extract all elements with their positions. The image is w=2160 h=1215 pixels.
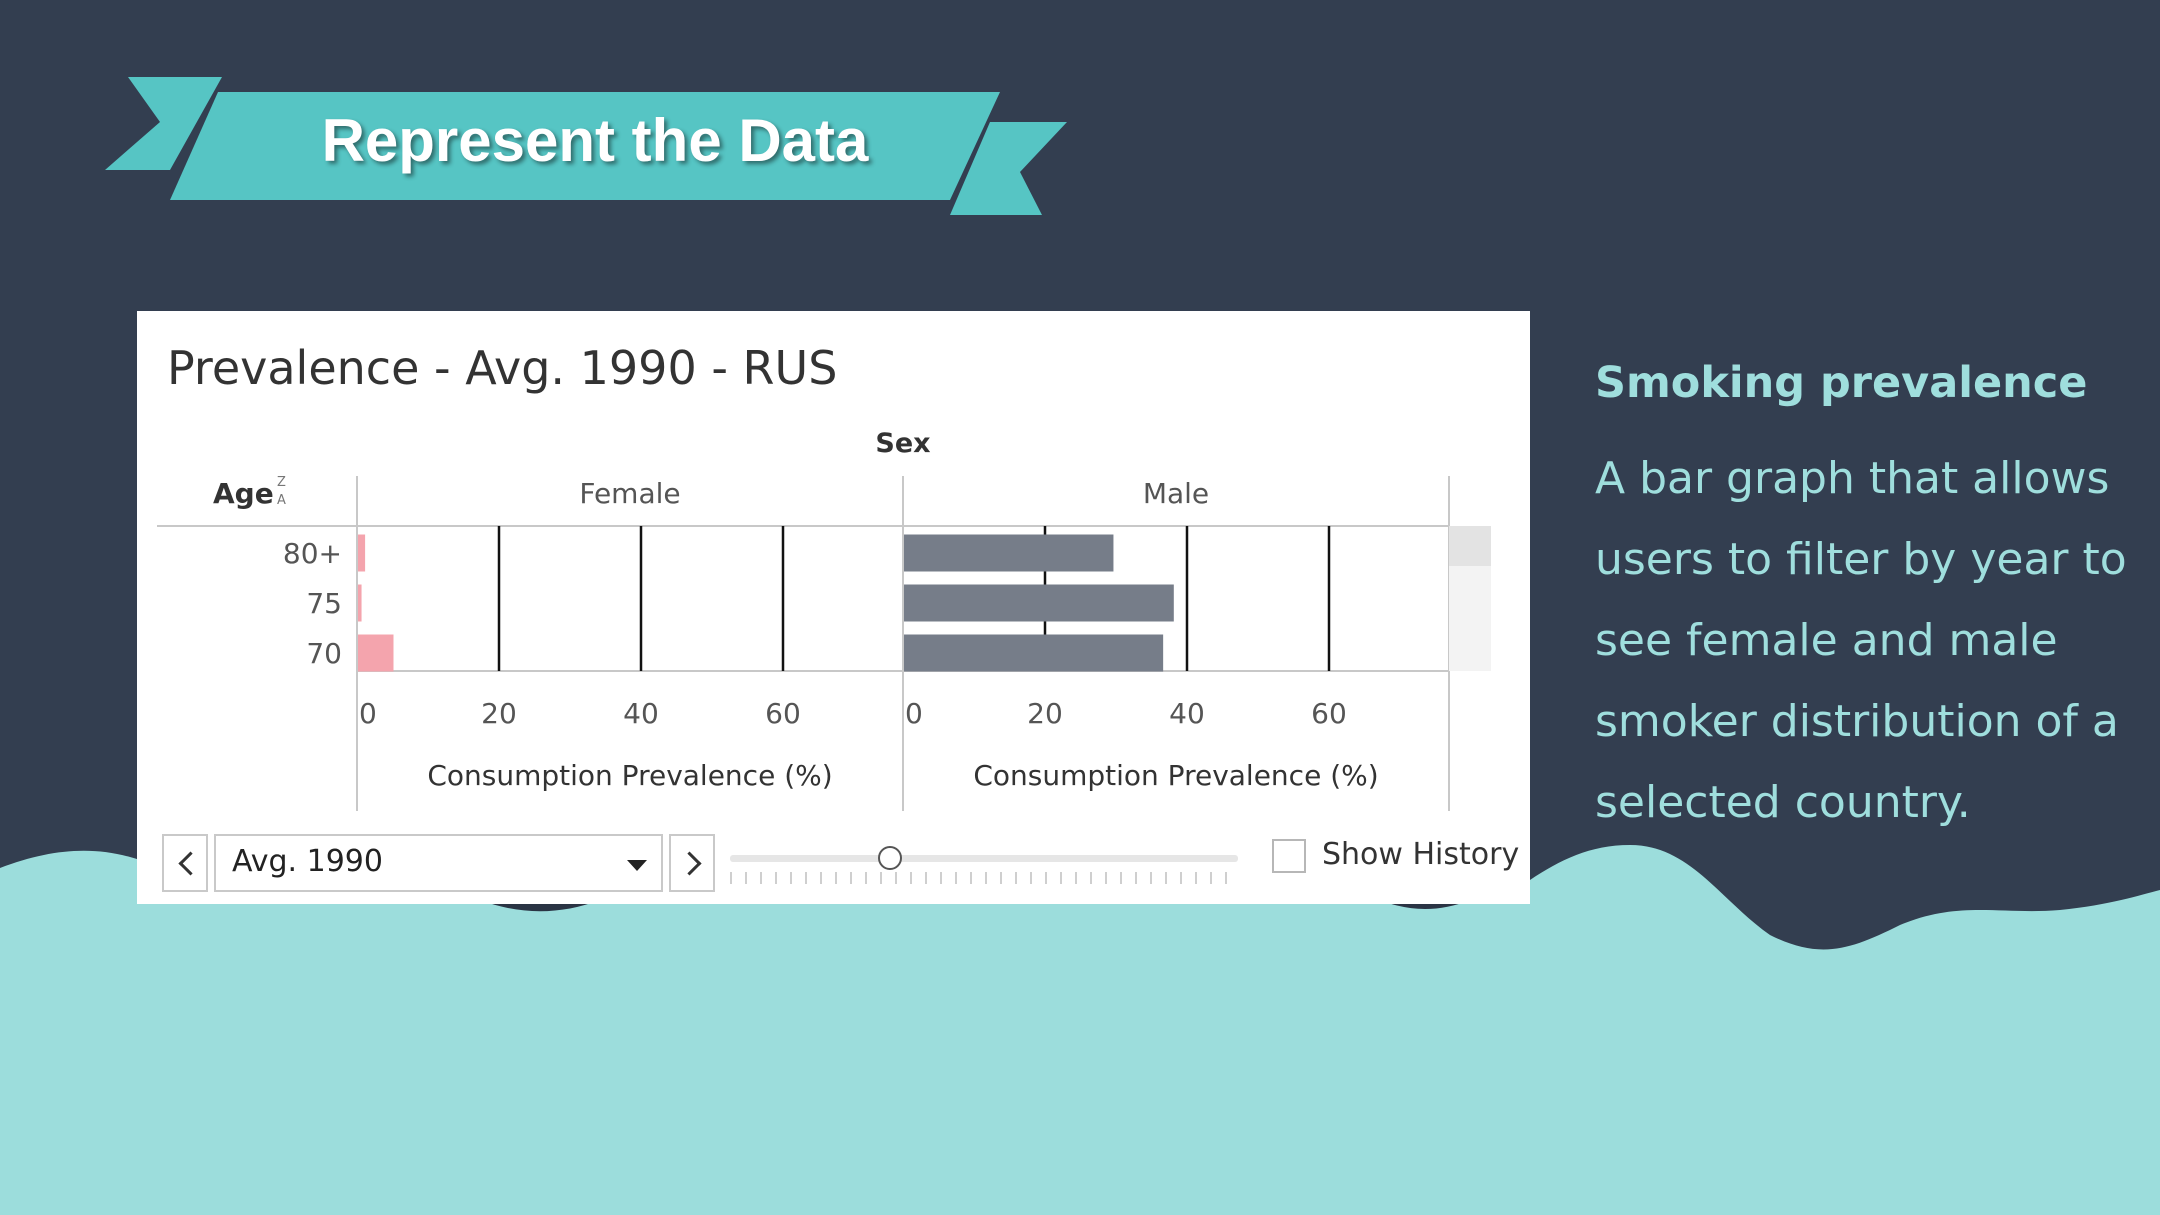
axis-title: Consumption Prevalence (%) bbox=[427, 759, 832, 792]
bar-male bbox=[904, 584, 1174, 622]
column-header: Sex bbox=[875, 428, 930, 459]
bar-male bbox=[904, 634, 1164, 672]
scrollbar-track bbox=[1449, 566, 1491, 671]
bar-female bbox=[358, 634, 394, 672]
tick-label: 60 bbox=[765, 697, 801, 730]
side-description: A bar graph that allows users to filter … bbox=[1595, 453, 2127, 828]
tick-label: 20 bbox=[1027, 697, 1063, 730]
category-label: 80+ bbox=[283, 537, 342, 570]
tick-label: 40 bbox=[1169, 697, 1205, 730]
year-slider-thumb[interactable] bbox=[878, 846, 902, 870]
tick-label: 0 bbox=[905, 697, 923, 730]
chevron-left-icon bbox=[178, 851, 203, 876]
bar-female bbox=[358, 584, 362, 622]
sort-icon-a: A bbox=[277, 493, 286, 508]
caret-down-icon bbox=[627, 860, 647, 871]
scrollbar-thumb bbox=[1449, 526, 1491, 566]
chart-panel: Prevalence - Avg. 1990 - RUS Sex Age Z A 80+… bbox=[137, 311, 1530, 904]
tick-label: 60 bbox=[1311, 697, 1347, 730]
banner-ribbon bbox=[105, 77, 1067, 215]
year-select[interactable]: Avg. 1990 bbox=[214, 834, 663, 892]
tick-label: 20 bbox=[481, 697, 517, 730]
next-button[interactable] bbox=[669, 834, 715, 892]
chart-title: Prevalence - Avg. 1990 - RUS bbox=[167, 341, 838, 395]
series-header: Female bbox=[579, 477, 680, 510]
previous-button[interactable] bbox=[162, 834, 208, 892]
tick-label: 40 bbox=[623, 697, 659, 730]
teal-wave bbox=[0, 845, 2160, 1215]
bar-chart: Sex Age ZA 80+ 75 70 Female 0 20 40 60 Consumption … bbox=[157, 428, 1491, 811]
category-label: 70 bbox=[306, 637, 342, 670]
row-header: Age bbox=[213, 477, 274, 510]
year-slider-ticks bbox=[730, 872, 1238, 884]
series-header: Male bbox=[1143, 477, 1209, 510]
side-heading: Smoking prevalence bbox=[1595, 358, 2088, 408]
chevron-right-icon bbox=[677, 851, 702, 876]
category-label: 75 bbox=[306, 587, 342, 620]
year-slider-track[interactable] bbox=[730, 855, 1238, 862]
show-history-label: Show History bbox=[1322, 837, 1520, 872]
banner-title: Represent the Data bbox=[321, 107, 869, 174]
bar-female bbox=[358, 534, 366, 572]
tick-label: 0 bbox=[359, 697, 377, 730]
year-select-value: Avg. 1990 bbox=[232, 844, 383, 879]
show-history-checkbox[interactable] bbox=[1272, 839, 1306, 873]
sort-icon: Z bbox=[277, 475, 286, 490]
bar-male bbox=[904, 534, 1114, 572]
axis-title: Consumption Prevalence (%) bbox=[973, 759, 1378, 792]
